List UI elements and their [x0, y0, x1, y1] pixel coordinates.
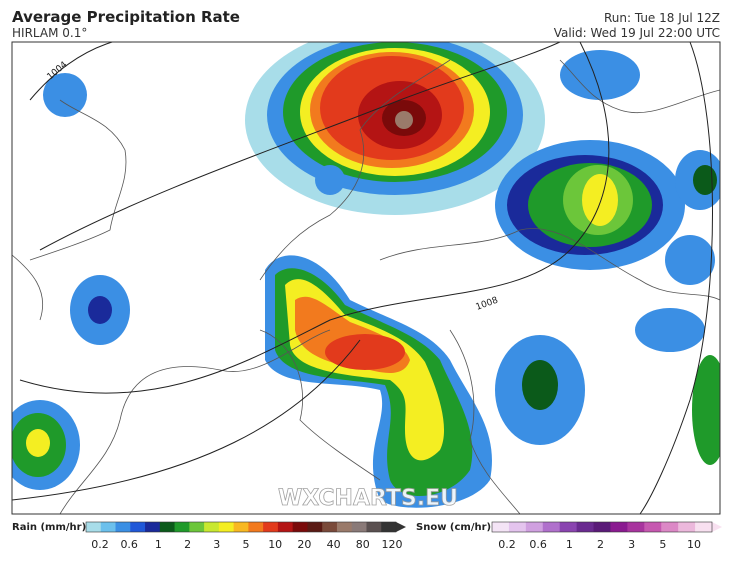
- color-swatch: [661, 522, 679, 532]
- colorbar-tick-label: 5: [659, 538, 666, 551]
- model: HIRLAM 0.1°: [12, 26, 87, 40]
- color-swatch: [492, 522, 510, 532]
- colorbar-tick-label: 10: [687, 538, 701, 551]
- colorbar-arrow: [712, 522, 722, 532]
- color-swatch: [542, 522, 561, 532]
- rain-legend-title: Rain (mm/hr): [12, 522, 86, 533]
- color-swatch: [644, 522, 662, 532]
- colorbar-frame: [491, 521, 713, 533]
- colorbar-tick-label: 3: [213, 538, 220, 551]
- colorbar-tick-label: 10: [268, 538, 282, 551]
- map: 1004 1008 WXCHARTS.EU: [11, 41, 721, 515]
- color-swatch: [593, 522, 611, 532]
- snow-legend-title: Snow (cm/hr): [416, 522, 491, 533]
- color-swatch: [307, 522, 323, 532]
- color-swatch: [292, 522, 308, 532]
- color-swatch: [351, 522, 367, 532]
- color-swatch: [322, 522, 338, 532]
- color-swatch: [174, 522, 190, 532]
- color-swatch: [366, 522, 382, 532]
- color-swatch: [678, 522, 696, 532]
- colorbar-tick-label: 120: [382, 538, 403, 551]
- colorbar-arrow: [396, 522, 406, 532]
- coastlines: [12, 59, 720, 514]
- valid-time: Valid: Wed 19 Jul 22:00 UTC: [554, 26, 720, 40]
- color-swatch: [336, 522, 353, 532]
- color-swatch: [610, 522, 628, 532]
- color-swatch: [695, 522, 713, 532]
- color-swatch: [159, 522, 176, 532]
- color-swatch: [248, 522, 264, 532]
- colorbar-tick-label: 0.2: [91, 538, 109, 551]
- color-swatch: [115, 522, 131, 532]
- title: Average Precipitation Rate: [12, 8, 240, 26]
- colorbar-tick-label: 3: [628, 538, 635, 551]
- rain-colorbar: 0.2 0.6 1 2 3 5 10 20 40 80 120: [85, 521, 406, 551]
- color-swatch: [627, 522, 645, 532]
- colorbar-tick-label: 5: [243, 538, 250, 551]
- colorbar-tick-label: 1: [155, 538, 162, 551]
- colorbar-tick-label: 40: [327, 538, 341, 551]
- colorbar-tick-label: 2: [184, 538, 191, 551]
- color-swatch: [576, 522, 595, 532]
- colorbar-tick-label: 80: [356, 538, 370, 551]
- color-swatch: [233, 522, 249, 532]
- colorbar-frame: [85, 521, 397, 533]
- color-swatch: [204, 522, 220, 532]
- colorbar-tick-label: 0.6: [529, 538, 547, 551]
- precipitation: [12, 42, 720, 508]
- color-swatch: [86, 522, 102, 532]
- snow-colorbar: 0.2 0.6 1 2 3 5 10: [491, 521, 722, 551]
- colorbar-tick-label: 0.2: [498, 538, 516, 551]
- color-swatch: [145, 522, 161, 532]
- color-swatch: [381, 522, 397, 532]
- color-swatch: [508, 522, 527, 532]
- colorbar-tick-label: 20: [297, 538, 311, 551]
- color-swatch: [525, 522, 544, 532]
- colorbar-tick-label: 2: [597, 538, 604, 551]
- color-swatch: [559, 522, 578, 532]
- run-time: Run: Tue 18 Jul 12Z: [604, 11, 720, 25]
- colorbar-tick-label: 1: [566, 538, 573, 551]
- color-swatch: [189, 522, 205, 532]
- color-swatch: [218, 522, 235, 532]
- colorbar-tick-label: 0.6: [120, 538, 138, 551]
- isobars: [12, 42, 713, 514]
- watermark: WXCHARTS.EU: [278, 486, 458, 511]
- color-swatch: [277, 522, 294, 532]
- color-swatch: [130, 522, 146, 532]
- color-swatch: [100, 522, 117, 532]
- color-swatch: [263, 522, 279, 532]
